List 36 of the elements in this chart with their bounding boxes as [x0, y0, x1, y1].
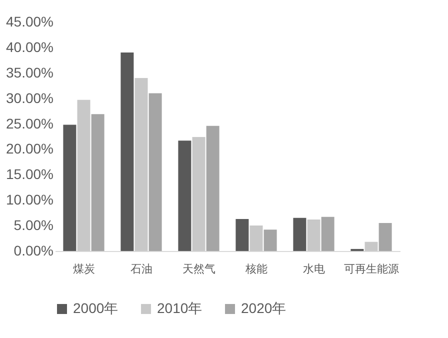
y-tick-label: 5.00% — [14, 217, 54, 234]
legend-label: 2020年 — [241, 300, 286, 316]
legend-label: 2000年 — [73, 300, 118, 316]
bar — [134, 78, 148, 251]
bar — [307, 219, 320, 251]
y-tick-label: 0.00% — [14, 242, 54, 258]
y-tick-label: 25.00% — [6, 115, 54, 132]
bar — [293, 218, 306, 251]
x-tick-label: 石油 — [130, 262, 152, 276]
y-tick-label: 30.00% — [6, 90, 54, 106]
bar — [77, 100, 90, 251]
y-tick-label: 10.00% — [6, 192, 54, 208]
bar — [120, 52, 134, 251]
bar — [321, 216, 334, 251]
bar — [206, 126, 220, 251]
bar — [264, 230, 277, 251]
x-tick-label: 煤炭 — [72, 262, 95, 276]
bar — [364, 242, 378, 251]
x-tick-label: 水电 — [302, 262, 325, 276]
bar — [178, 140, 192, 251]
y-tick-label: 35.00% — [6, 64, 54, 80]
x-tick-label: 核能 — [244, 262, 268, 276]
bar — [378, 223, 392, 251]
x-tick-label: 可再生能源 — [344, 262, 399, 276]
y-tick-label: 45.00% — [6, 14, 54, 30]
legend-label: 2010年 — [157, 300, 202, 316]
bar — [148, 93, 162, 251]
bar — [192, 137, 206, 251]
y-tick-label: 15.00% — [6, 166, 54, 182]
x-tick-label: 天然气 — [182, 264, 216, 276]
bar — [250, 226, 263, 251]
bar — [63, 124, 76, 251]
y-tick-label: 40.00% — [6, 38, 54, 55]
bar — [91, 114, 104, 251]
bar — [236, 218, 249, 251]
y-tick-label: 20.00% — [6, 140, 54, 157]
